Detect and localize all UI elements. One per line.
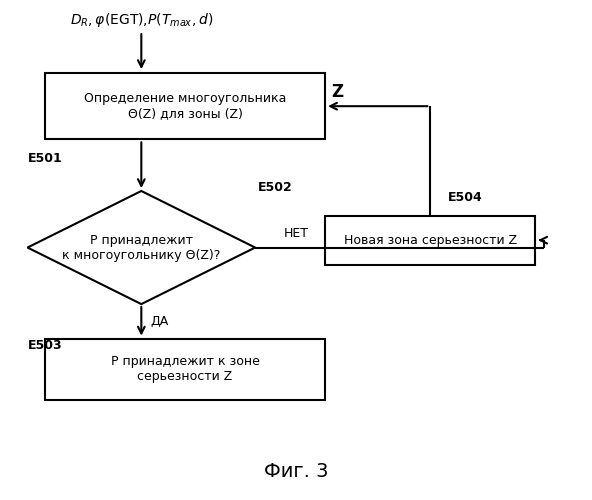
Text: E502: E502 (258, 181, 293, 194)
FancyBboxPatch shape (45, 73, 325, 140)
Text: P принадлежит к зоне
серьезности Z: P принадлежит к зоне серьезности Z (111, 355, 259, 383)
Text: НЕТ: НЕТ (284, 227, 308, 240)
Text: P принадлежит
к многоугольнику Θ(Z)?: P принадлежит к многоугольнику Θ(Z)? (62, 234, 220, 262)
Text: Новая зона серьезности Z: Новая зона серьезности Z (344, 234, 517, 246)
Text: $D_R,\varphi$(EGT),$P(T_{max},d)$: $D_R,\varphi$(EGT),$P(T_{max},d)$ (70, 10, 213, 29)
Text: E501: E501 (27, 152, 62, 164)
Text: Z: Z (331, 84, 343, 102)
Text: Фиг. 3: Фиг. 3 (264, 462, 328, 481)
Text: E503: E503 (27, 340, 62, 352)
Text: E504: E504 (448, 191, 482, 204)
FancyBboxPatch shape (45, 338, 325, 400)
Polygon shape (27, 191, 255, 304)
Text: Определение многоугольника
Θ(Z) для зоны (Z): Определение многоугольника Θ(Z) для зоны… (84, 92, 287, 120)
FancyBboxPatch shape (325, 216, 535, 265)
Text: ДА: ДА (150, 315, 168, 328)
